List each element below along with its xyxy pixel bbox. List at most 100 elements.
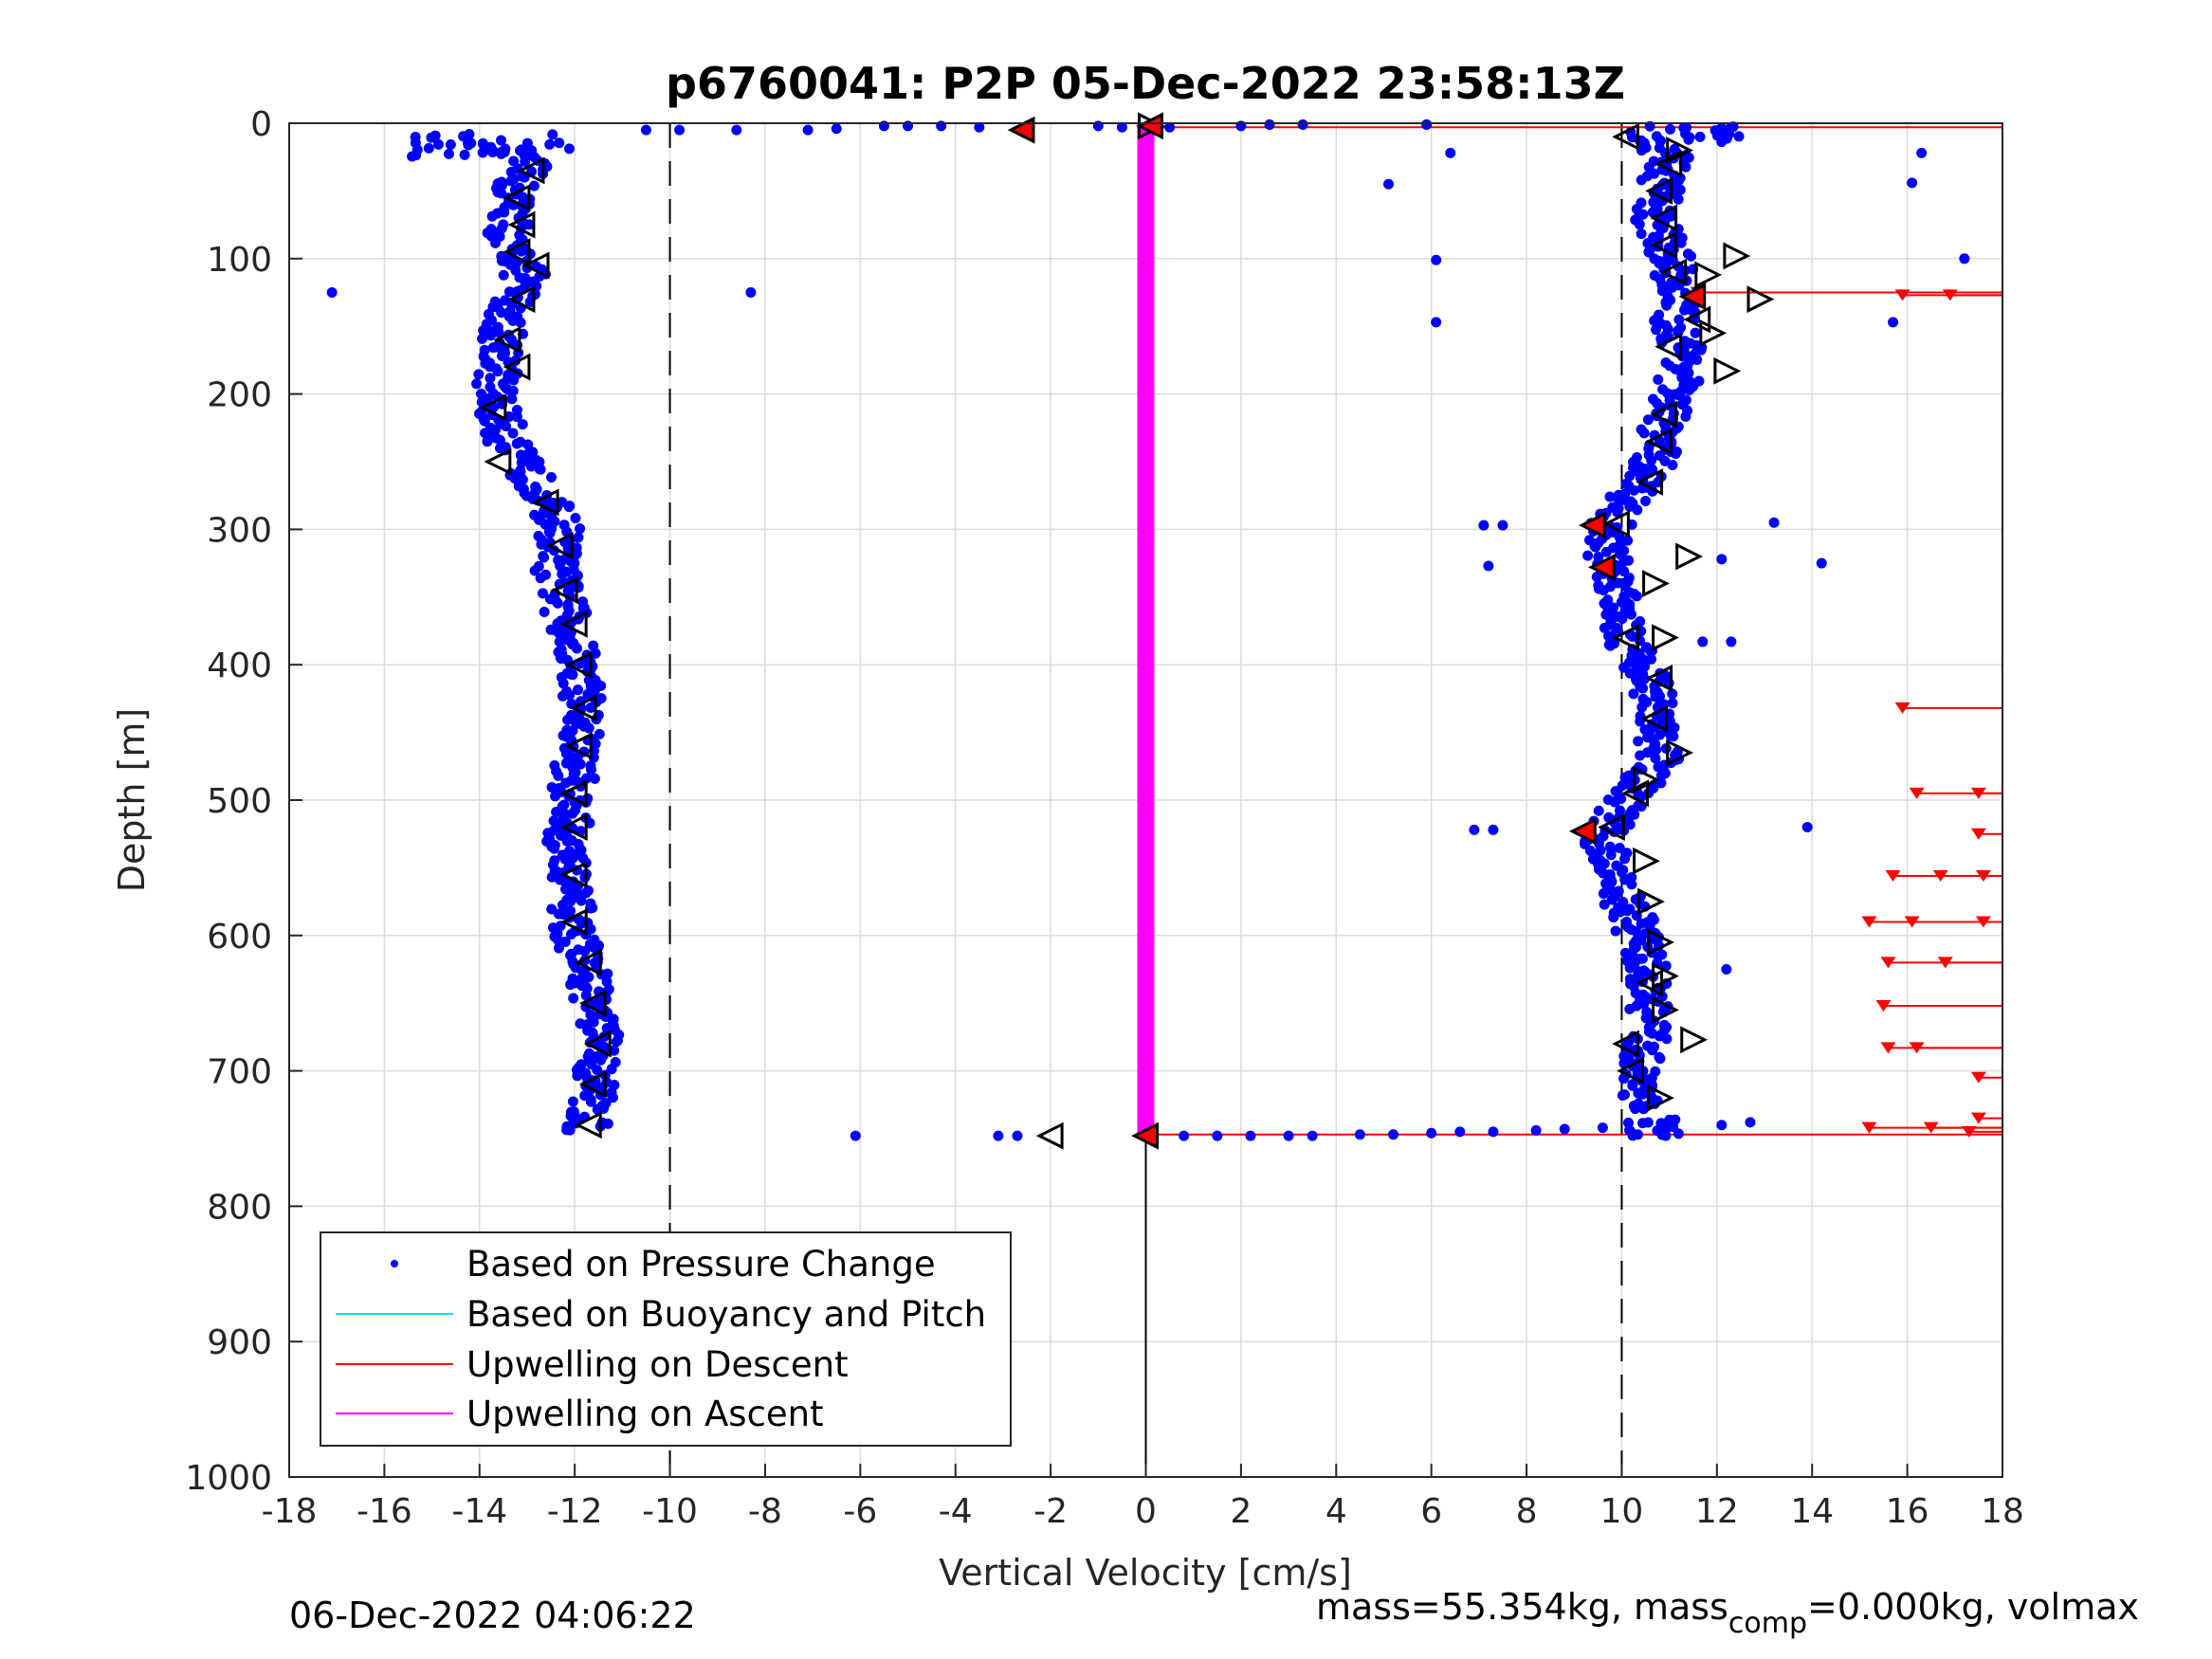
pressure-point: [495, 135, 506, 146]
pressure-point: [544, 138, 556, 150]
pressure-point: [592, 1065, 603, 1076]
pressure-point: [546, 871, 558, 883]
pressure-point: [1684, 385, 1695, 396]
pressure-point: [1690, 327, 1701, 338]
x-tick-label: 14: [1790, 1492, 1834, 1531]
pressure-point: [494, 434, 505, 446]
x-tick-label: 0: [1135, 1492, 1157, 1531]
legend-label-ascent: Upwelling on Ascent: [466, 1394, 824, 1434]
left-triangle-marker: [1612, 122, 1639, 151]
left-triangle-marker: [559, 908, 588, 936]
left-triangle-marker: [507, 210, 536, 239]
pressure-point: [476, 396, 487, 408]
pressure-point: [522, 439, 534, 450]
left-triangle-marker: [507, 285, 536, 314]
pressure-point: [1661, 1122, 1673, 1134]
legend-symbol-pressure: [391, 1260, 398, 1267]
descent-marker: [1970, 828, 1986, 840]
right-triangle-marker: [1694, 261, 1723, 289]
pressure-point: [589, 773, 600, 784]
pressure-point: [850, 1130, 861, 1141]
y-tick-label: 900: [207, 1323, 272, 1362]
y-tick-label: 600: [207, 918, 272, 957]
pressure-point: [1488, 824, 1499, 835]
pressure-point: [445, 139, 456, 151]
pressure-point: [459, 149, 470, 160]
pressure-point: [1667, 688, 1678, 700]
pressure-point: [561, 835, 573, 847]
left-triangle-marker: [1645, 428, 1673, 456]
pressure-point: [506, 393, 518, 405]
pressure-point: [1598, 585, 1609, 596]
pressure-point: [1651, 744, 1662, 756]
descent-marker: [1894, 289, 1910, 301]
pressure-point: [1445, 147, 1456, 158]
pressure-point: [1631, 591, 1642, 602]
right-triangle-marker: [1666, 738, 1694, 767]
pressure-point: [572, 1070, 583, 1082]
x-tick-labels: -18 -16 -14 -12 -10 -8 -6 -4 -2 0 2 4 6 8 10 12 14 16 18: [262, 1464, 2024, 1531]
pressure-point: [575, 758, 586, 770]
pressure-point: [1655, 770, 1667, 781]
pressure-point: [517, 419, 528, 430]
pressure-point: [1653, 374, 1664, 385]
pressure-point: [1661, 1033, 1673, 1045]
pressure-point: [1245, 1130, 1256, 1141]
pressure-point: [544, 527, 556, 538]
pressure-point: [549, 843, 560, 854]
pressure-point: [554, 628, 565, 639]
pressure-point: [993, 1130, 1004, 1141]
pressure-point: [1636, 228, 1647, 240]
pressure-point: [528, 180, 539, 191]
pressure-point: [557, 690, 568, 702]
right-triangle-marker: [1633, 847, 1660, 875]
pressure-point: [1668, 731, 1679, 742]
pressure-point: [1669, 721, 1680, 733]
y-tick-label: 800: [207, 1188, 272, 1227]
right-triangle-marker: [1647, 928, 1674, 957]
descent-marker: [1975, 916, 1991, 928]
pressure-point: [1648, 933, 1659, 944]
pressure-point: [570, 512, 581, 523]
right-triangle-marker: [1637, 887, 1665, 916]
pressure-point: [505, 175, 517, 187]
x-tick-label: 12: [1695, 1492, 1739, 1531]
descent-marker: [1975, 869, 1991, 882]
pressure-point: [572, 643, 583, 654]
pressure-point: [553, 942, 564, 954]
x-tick-label: 4: [1325, 1492, 1347, 1531]
pressure-point: [1624, 470, 1636, 482]
descent-marker: [1861, 916, 1877, 928]
x-tick-label: -4: [939, 1492, 973, 1531]
pressure-point: [507, 315, 519, 326]
left-triangle-marker: [564, 732, 593, 760]
pressure-point: [1916, 147, 1928, 158]
pressure-point: [731, 124, 742, 136]
pressure-point: [537, 588, 548, 599]
descent-marker: [1970, 1112, 1986, 1124]
pressure-point: [1591, 571, 1602, 582]
pressure-point: [567, 1096, 578, 1107]
left-triangle-marker: [564, 650, 593, 679]
y-tick-label: 400: [207, 647, 272, 685]
y-tick-label: 1000: [185, 1459, 272, 1498]
pressure-point: [1660, 1130, 1672, 1141]
pressure-point: [525, 461, 537, 472]
pressure-point: [1816, 557, 1827, 569]
left-triangle-marker: [479, 393, 507, 422]
pressure-point: [567, 808, 578, 819]
pressure-point: [1637, 1118, 1649, 1129]
pressure-point: [1654, 1053, 1666, 1065]
right-triangle-marker: [1675, 542, 1704, 571]
pressure-point: [485, 330, 497, 341]
pressure-point: [550, 791, 561, 802]
pressure-point: [602, 968, 613, 979]
pressure-point: [974, 121, 985, 133]
pressure-point: [590, 647, 601, 659]
right-triangle-marker: [1652, 624, 1679, 652]
left-triangle-marker: [578, 989, 607, 1017]
y-tick-label: 500: [207, 782, 272, 821]
pressure-point: [609, 1045, 620, 1056]
pressure-point: [611, 1036, 622, 1048]
pressure-point: [529, 565, 540, 576]
